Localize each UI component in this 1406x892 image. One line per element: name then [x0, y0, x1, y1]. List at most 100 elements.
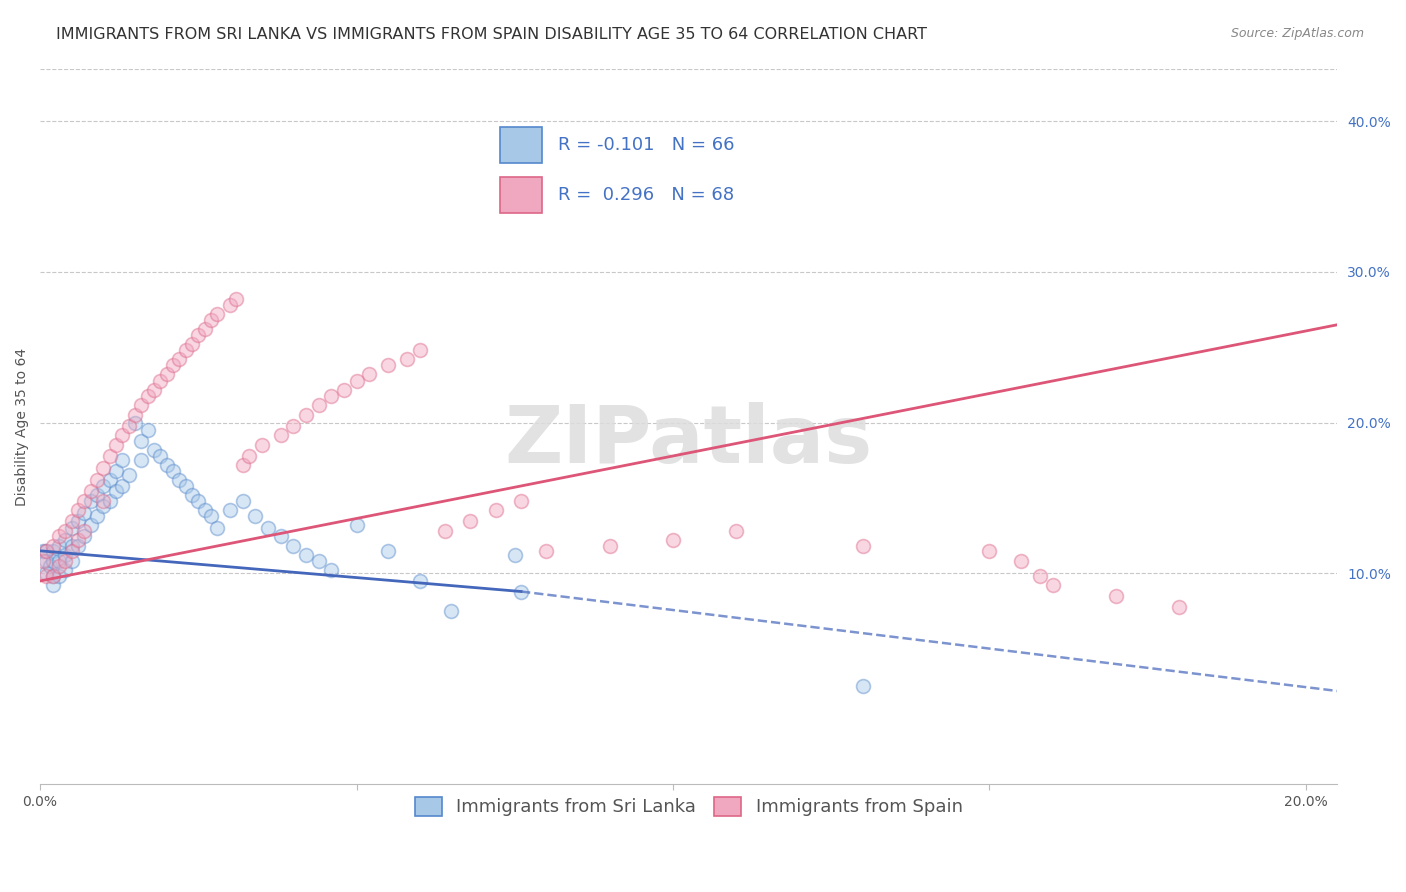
Point	[1042, 578, 1064, 592]
Point	[207, 307, 229, 321]
Point	[55, 524, 77, 539]
Point	[295, 549, 318, 563]
Point	[48, 569, 70, 583]
Point	[73, 529, 96, 543]
Point	[162, 464, 184, 478]
Point	[181, 488, 204, 502]
Point	[396, 352, 419, 367]
Point	[321, 388, 343, 402]
Point	[270, 427, 292, 442]
Point	[93, 461, 115, 475]
Point	[118, 418, 141, 433]
Point	[409, 343, 432, 358]
Point	[48, 539, 70, 553]
Point	[35, 544, 58, 558]
Point	[105, 464, 128, 478]
Point	[295, 408, 318, 422]
Point	[111, 427, 134, 442]
Point	[118, 468, 141, 483]
Point	[181, 337, 204, 351]
Y-axis label: Disability Age 35 to 64: Disability Age 35 to 64	[15, 347, 30, 506]
Point	[194, 503, 217, 517]
Point	[86, 509, 108, 524]
Point	[200, 509, 222, 524]
Point	[346, 518, 368, 533]
Point	[979, 544, 1001, 558]
Point	[510, 494, 533, 508]
Point	[60, 514, 83, 528]
Point	[35, 569, 58, 583]
Text: ZIPatlas: ZIPatlas	[505, 401, 873, 480]
Point	[503, 549, 526, 563]
Point	[93, 494, 115, 508]
Point	[174, 479, 197, 493]
Point	[35, 566, 58, 581]
Point	[359, 368, 381, 382]
Point	[232, 458, 254, 472]
Point	[225, 292, 247, 306]
Point	[245, 509, 267, 524]
Point	[67, 514, 90, 528]
Point	[1029, 569, 1052, 583]
Point	[35, 554, 58, 568]
Point	[98, 449, 121, 463]
Point	[67, 533, 90, 548]
Point	[73, 494, 96, 508]
Point	[111, 453, 134, 467]
Point	[510, 584, 533, 599]
Point	[536, 544, 558, 558]
Point	[98, 494, 121, 508]
Point	[156, 368, 179, 382]
Point	[98, 473, 121, 487]
Point	[48, 554, 70, 568]
Point	[662, 533, 685, 548]
Point	[42, 578, 65, 592]
Point	[32, 544, 55, 558]
Point	[149, 449, 172, 463]
Point	[32, 554, 55, 568]
Point	[42, 539, 65, 553]
Point	[187, 494, 209, 508]
Point	[48, 558, 70, 573]
Point	[377, 544, 399, 558]
Point	[124, 416, 146, 430]
Point	[67, 503, 90, 517]
Point	[156, 458, 179, 472]
Point	[409, 574, 432, 588]
Point	[852, 680, 875, 694]
Point	[143, 383, 166, 397]
Point	[42, 569, 65, 583]
Point	[86, 473, 108, 487]
Point	[725, 524, 748, 539]
Point	[174, 343, 197, 358]
Text: IMMIGRANTS FROM SRI LANKA VS IMMIGRANTS FROM SPAIN DISABILITY AGE 35 TO 64 CORRE: IMMIGRANTS FROM SRI LANKA VS IMMIGRANTS …	[56, 27, 927, 42]
Point	[207, 521, 229, 535]
Point	[200, 313, 222, 327]
Point	[219, 503, 242, 517]
Point	[283, 539, 305, 553]
Point	[55, 554, 77, 568]
Point	[105, 438, 128, 452]
Point	[283, 418, 305, 433]
Point	[232, 494, 254, 508]
Point	[80, 518, 103, 533]
Point	[55, 563, 77, 577]
Point	[250, 438, 273, 452]
Point	[73, 506, 96, 520]
Point	[136, 388, 159, 402]
Point	[38, 558, 60, 573]
Point	[42, 554, 65, 568]
Point	[219, 298, 242, 312]
Point	[1010, 554, 1032, 568]
Point	[169, 473, 191, 487]
Point	[169, 352, 191, 367]
Point	[60, 539, 83, 553]
Point	[55, 549, 77, 563]
Point	[60, 521, 83, 535]
Point	[60, 554, 83, 568]
Point	[599, 539, 621, 553]
Text: Source: ZipAtlas.com: Source: ZipAtlas.com	[1230, 27, 1364, 40]
Point	[377, 359, 399, 373]
Point	[308, 398, 330, 412]
Point	[257, 521, 280, 535]
